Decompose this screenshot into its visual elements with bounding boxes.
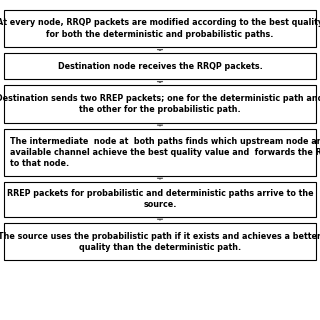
Text: The source uses the probabilistic path if it exists and achieves a better
qualit: The source uses the probabilistic path i… — [0, 232, 320, 252]
Text: The intermediate  node at  both paths finds which upstream node and
available ch: The intermediate node at both paths find… — [10, 137, 320, 168]
Text: Destination sends two RREP packets; one for the deterministic path and
the other: Destination sends two RREP packets; one … — [0, 94, 320, 114]
Text: RREP packets for probabilistic and deterministic paths arrive to the
source.: RREP packets for probabilistic and deter… — [7, 189, 313, 209]
Bar — [4, 182, 316, 217]
Text: At every node, RRQP packets are modified according to the best quality
for both : At every node, RRQP packets are modified… — [0, 19, 320, 38]
Bar — [4, 85, 316, 123]
Text: Destination node receives the RRQP packets.: Destination node receives the RRQP packe… — [58, 62, 262, 71]
Bar — [4, 53, 316, 79]
Bar — [4, 129, 316, 176]
Bar — [4, 10, 316, 47]
Bar — [4, 223, 316, 260]
